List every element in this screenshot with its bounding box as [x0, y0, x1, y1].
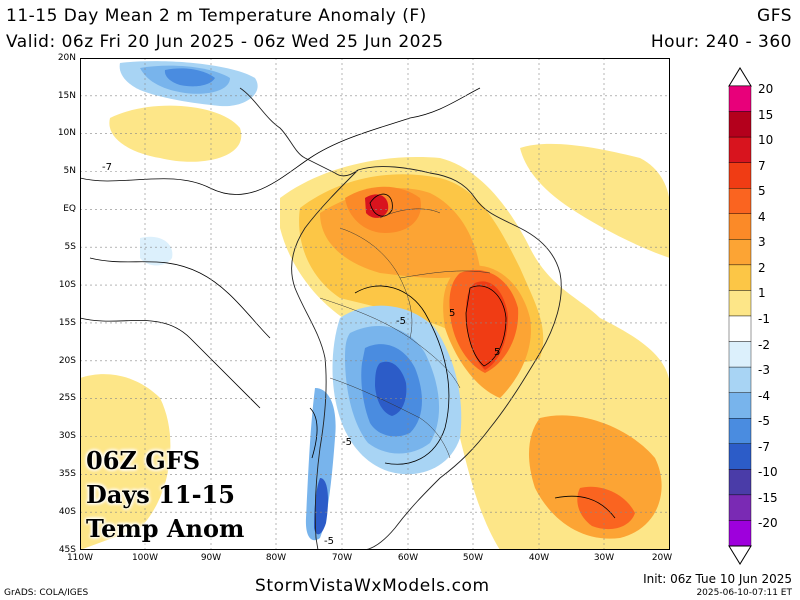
colorbar-swatch	[728, 85, 752, 112]
contour-label: -7	[102, 162, 112, 173]
colorbar-end-top	[728, 67, 752, 87]
lon-tick: 30W	[593, 553, 615, 563]
colorbar-swatch	[728, 494, 752, 521]
map-frame	[80, 58, 670, 550]
anomaly-map: -5 -5 -5 5 5 -7	[80, 58, 670, 550]
colorbar-swatch	[728, 418, 752, 444]
colorbar-label: 3	[758, 235, 766, 250]
colorbar-label: 20	[758, 82, 774, 96]
lon-tick: 100W	[131, 553, 159, 563]
colorbar-label: 1	[758, 286, 766, 301]
lat-tick: 10S	[58, 280, 76, 290]
contour-lines	[80, 87, 616, 519]
map-canvas: -5 -5 -5 5 5 -7	[80, 58, 670, 550]
forecast-hour: Hour: 240 - 360	[650, 32, 792, 52]
colorbar-swatch	[728, 520, 752, 547]
colorbar-swatch	[728, 366, 752, 393]
colorbar-end-bottom	[728, 545, 752, 565]
lat-tick: 15N	[57, 91, 76, 101]
lat-tick: 5S	[64, 242, 76, 252]
colorbar-label: -15	[758, 490, 778, 505]
lon-tick: 80W	[265, 553, 287, 563]
grads-credit: GrADS: COLA/IGES	[4, 588, 89, 598]
lon-tick: 20W	[651, 553, 673, 563]
colorbar-label: 10	[758, 133, 774, 148]
init-time: Init: 06z Tue 10 Jun 2025	[643, 572, 792, 586]
colorbar-label: -4	[758, 388, 770, 403]
lat-tick: 20N	[57, 53, 76, 63]
colorbar-label: -3	[758, 363, 770, 378]
colorbar-label: -10	[758, 465, 778, 480]
colorbar-swatch	[728, 315, 752, 342]
lat-tick: 35S	[58, 469, 76, 479]
caption-overlay: 06Z GFS Days 11-15 Temp Anom	[86, 444, 244, 546]
contour-label: -5	[396, 316, 406, 327]
site-credit: StormVistaWxModels.com	[255, 576, 490, 596]
lat-tick: 20S	[58, 356, 76, 366]
lat-tick: 40S	[58, 507, 76, 517]
colorbar-swatch	[728, 239, 752, 266]
colorbar-swatch	[728, 213, 752, 240]
colorbar-swatch	[728, 443, 752, 470]
lon-tick: 60W	[397, 553, 419, 563]
lon-tick: 70W	[331, 553, 353, 563]
contour-label: 5	[494, 347, 500, 358]
coastlines	[239, 87, 562, 550]
colorbar-label: 4	[758, 209, 766, 224]
contour-label: -5	[342, 437, 352, 448]
lon-tick: 40W	[528, 553, 550, 563]
warm-anomaly-shading	[80, 105, 670, 550]
colorbar-swatch	[728, 136, 752, 163]
valid-period: Valid: 06z Fri 20 Jun 2025 - 06z Wed 25 …	[6, 32, 444, 52]
caption-line: Days 11-15	[86, 480, 235, 509]
colorbar-label: 15	[758, 107, 774, 122]
lat-tick: EQ	[63, 204, 76, 214]
contour-label: -5	[324, 536, 334, 547]
country-borders	[319, 208, 491, 459]
colorbar-swatch	[728, 111, 752, 138]
lat-tick: 5N	[63, 166, 76, 176]
colorbar-label: 5	[758, 184, 766, 199]
graticule	[80, 58, 670, 550]
caption-line: Temp Anom	[86, 514, 245, 543]
lat-tick: 45S	[58, 545, 76, 555]
contour-label: 5	[449, 308, 455, 319]
colorbar-label: 7	[758, 158, 766, 173]
lat-tick: 15S	[58, 318, 76, 328]
colorbar-label: -2	[758, 337, 770, 352]
lat-tick: 10N	[57, 128, 76, 138]
colorbar-swatch	[728, 162, 752, 189]
colorbar-swatch	[728, 188, 752, 214]
map-title: 11-15 Day Mean 2 m Temperature Anomaly (…	[6, 6, 427, 26]
lat-tick: 25S	[58, 393, 76, 403]
colorbar-swatch	[728, 392, 752, 419]
caption-line: 06Z GFS	[86, 446, 201, 475]
colorbar-swatch	[728, 264, 752, 291]
model-name: GFS	[757, 6, 792, 26]
lon-tick: 90W	[200, 553, 222, 563]
colorbar-label: -7	[758, 439, 770, 454]
cold-anomaly-shading	[119, 61, 462, 541]
generated-timestamp: 2025-06-10-07:11 ET	[696, 588, 792, 598]
colorbar-label: -1	[758, 312, 770, 326]
colorbar-swatch	[728, 341, 752, 368]
lat-tick: 30S	[58, 431, 76, 441]
colorbar-label: 2	[758, 260, 766, 275]
lon-tick: 50W	[462, 553, 484, 563]
colorbar-swatch	[728, 469, 752, 496]
colorbar	[728, 67, 752, 565]
colorbar-label: -20	[758, 516, 778, 531]
colorbar-swatch	[728, 290, 752, 317]
lon-tick: 110W	[66, 553, 94, 563]
colorbar-label: -5	[758, 414, 770, 429]
